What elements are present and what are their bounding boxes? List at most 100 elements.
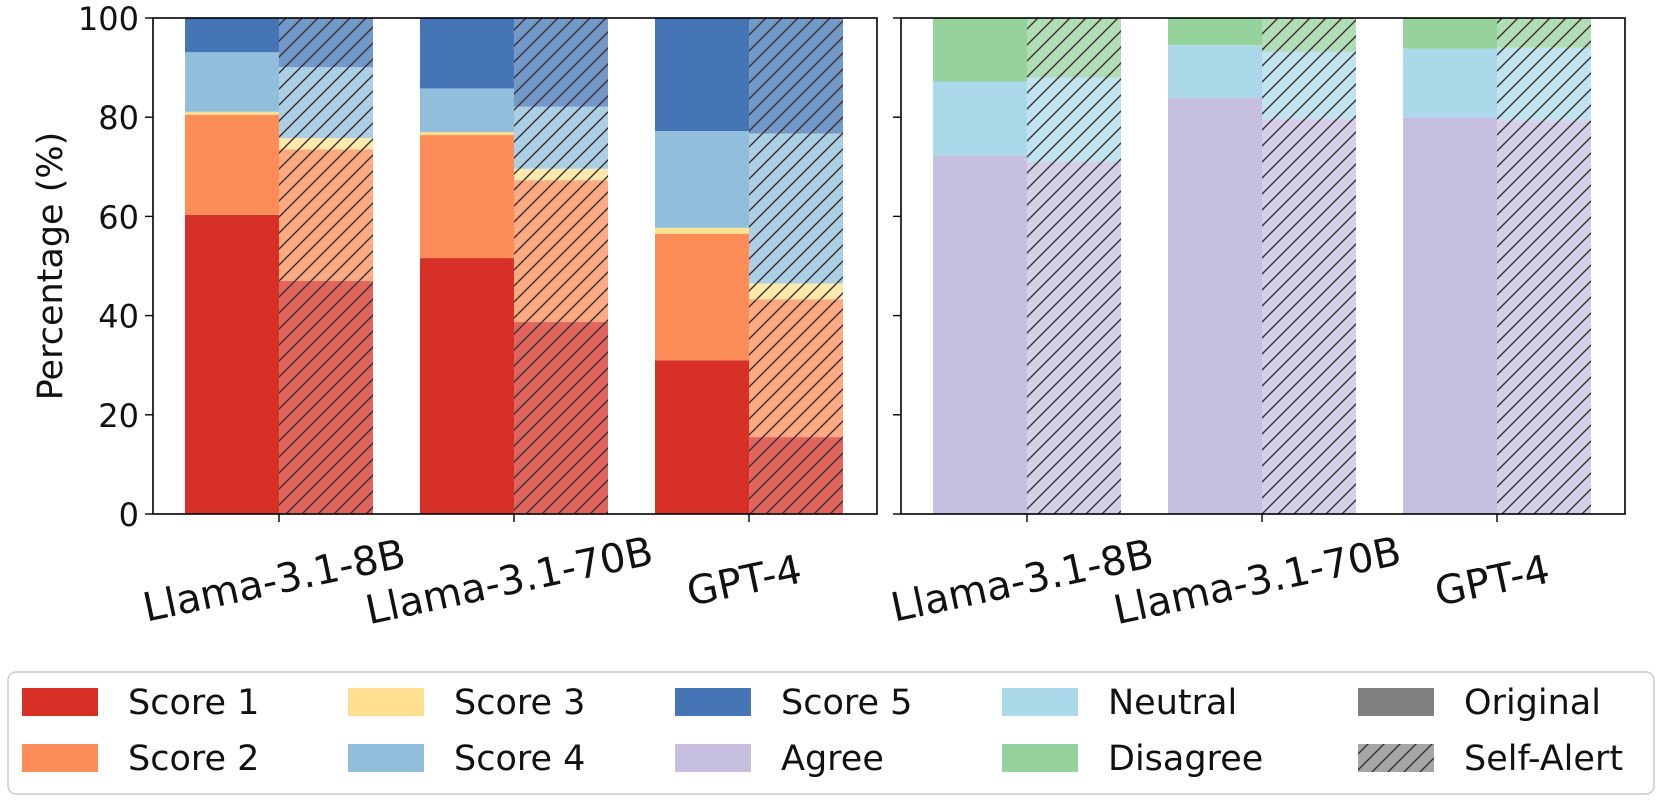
y-tick-label: 0 — [119, 496, 139, 534]
bar-segment-score-1-original — [420, 258, 514, 514]
legend-item-score-3: Score 3 — [348, 683, 585, 723]
hatch-overlay — [1262, 18, 1356, 52]
legend-item-disagree: Disagree — [1002, 739, 1263, 779]
legend-swatch-hatch — [1358, 744, 1434, 772]
legend-label: Score 3 — [454, 683, 585, 723]
y-tick-label: 60 — [98, 198, 139, 236]
bar-segment-score-4-original — [185, 52, 279, 112]
legend-label: Agree — [781, 739, 884, 779]
legend-label: Score 1 — [128, 683, 259, 723]
right-axes-frame — [900, 17, 1626, 515]
y-tick-label: 40 — [98, 298, 139, 336]
bar-segment-score-2-original — [420, 135, 514, 259]
y-tick-label: 100 — [78, 0, 139, 38]
hatch-overlay — [514, 18, 608, 107]
hatch-overlay — [514, 168, 608, 181]
bar-segment-disagree-original — [1403, 18, 1497, 49]
hatch-overlay — [514, 322, 608, 514]
hatch-overlay — [1497, 47, 1591, 121]
bar-segment-agree-original — [1403, 117, 1497, 514]
bar-segment-score-1-original — [185, 214, 279, 515]
x-tick-label: Llama-3.1-70B — [362, 528, 657, 634]
legend-label: Disagree — [1108, 739, 1263, 779]
y-axis-label: Percentage (%) — [31, 132, 71, 401]
hatch-overlay — [749, 133, 843, 284]
bar-segment-disagree-original — [933, 18, 1027, 82]
bar-segment-score-5-original — [420, 18, 514, 89]
bar-segment-agree-original — [933, 155, 1027, 514]
hatch-overlay — [749, 437, 843, 514]
bar-segment-score-5-original — [655, 18, 749, 132]
bar-segment-score-2-original — [655, 233, 749, 361]
hatch-overlay — [1497, 120, 1591, 515]
legend-label: Original — [1464, 683, 1601, 723]
hatch-overlay — [279, 149, 373, 281]
y-tick-label: 80 — [98, 99, 139, 137]
legend-item-score-4: Score 4 — [348, 739, 585, 779]
bar-segment-agree-original — [1168, 97, 1262, 514]
bar-segment-score-3-original — [655, 227, 749, 234]
hatch-overlay — [279, 138, 373, 150]
legend-label: Self-Alert — [1464, 739, 1623, 779]
hatch-overlay — [1027, 18, 1121, 78]
legend-item-neutral: Neutral — [1002, 683, 1237, 723]
right-bars — [933, 18, 1591, 515]
legend-label: Score 4 — [454, 739, 585, 779]
bar-segment-disagree-original — [1168, 18, 1262, 46]
left-bars — [185, 18, 843, 515]
legend-swatch — [675, 688, 751, 716]
bar-segment-score-5-original — [185, 18, 279, 53]
y-tick-label: 20 — [98, 397, 139, 435]
right-y-ticks — [893, 17, 901, 515]
bar-segment-score-3-original — [185, 111, 279, 115]
bar-segment-neutral-original — [933, 81, 1027, 156]
hatch-overlay — [279, 67, 373, 139]
hatch-overlay — [749, 299, 843, 438]
legend-swatch — [1358, 688, 1434, 716]
legend-swatch — [348, 688, 424, 716]
legend-item-self-alert: Self-Alert — [1358, 739, 1623, 779]
hatch-overlay — [1262, 118, 1356, 515]
bar-segment-score-4-original — [655, 131, 749, 228]
x-tick-label: Llama-3.1-70B — [1110, 528, 1405, 634]
legend-swatch — [1002, 744, 1078, 772]
left-y-ticks: 0 20 40 60 80 100 — [78, 0, 153, 534]
hatch-overlay — [279, 280, 373, 514]
hatch-overlay — [1497, 18, 1591, 48]
legend-swatch — [675, 744, 751, 772]
hatch-overlay — [1027, 77, 1121, 162]
bar-segment-neutral-original — [1403, 48, 1497, 118]
hatch-overlay — [514, 106, 608, 169]
x-tick-label: GPT-4 — [683, 547, 806, 616]
left-axes-frame — [152, 17, 878, 515]
bar-segment-score-4-original — [420, 88, 514, 133]
legend-label: Score 2 — [128, 739, 259, 779]
legend-item-score-5: Score 5 — [675, 683, 912, 723]
hatch-overlay — [279, 18, 373, 68]
legend-swatch — [348, 744, 424, 772]
bar-segment-neutral-original — [1168, 45, 1262, 98]
hatch-overlay — [1262, 51, 1356, 119]
legend-swatch — [1002, 688, 1078, 716]
legend-label: Neutral — [1108, 683, 1237, 723]
bar-segment-score-1-original — [655, 360, 749, 514]
bar-segment-score-2-original — [185, 114, 279, 215]
hatch-overlay — [1027, 161, 1121, 514]
x-tick-label: GPT-4 — [1431, 547, 1554, 616]
hatch-overlay — [514, 180, 608, 323]
legend-swatch — [22, 688, 98, 716]
legend-swatch — [22, 744, 98, 772]
hatch-overlay — [749, 283, 843, 300]
legend-item-score-2: Score 2 — [22, 739, 259, 779]
legend-item-original: Original — [1358, 683, 1601, 723]
legend-label: Score 5 — [781, 683, 912, 723]
bar-segment-score-3-original — [420, 132, 514, 136]
hatch-overlay — [749, 18, 843, 134]
legend-item-score-1: Score 1 — [22, 683, 259, 723]
legend: Score 1 Score 3 Score 5 Neutral Original Scor… — [7, 671, 1655, 795]
